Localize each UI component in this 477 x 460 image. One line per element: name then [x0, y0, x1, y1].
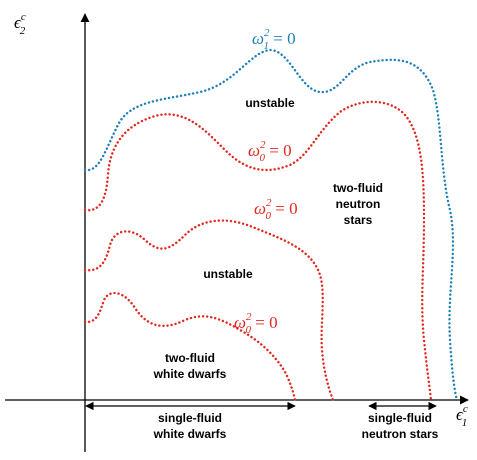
sup: 2 — [246, 311, 252, 323]
sub: 0 — [266, 210, 272, 222]
curve-red-2 — [83, 219, 335, 402]
region-label: unstable — [245, 96, 295, 110]
symbol: ω — [254, 199, 266, 218]
range-label: single-fluid — [158, 411, 222, 425]
region-label: unstable — [203, 267, 253, 281]
sub: 1 — [264, 40, 270, 52]
region-label: two-fluid — [165, 351, 215, 365]
curve-label: ω2 1 = 0 — [252, 27, 296, 52]
region-label: white dwarfs — [153, 367, 227, 381]
curve-label: ω2 0 = 0 — [254, 197, 298, 222]
symbol: ω — [234, 313, 246, 332]
range-label: single-fluid — [368, 411, 432, 425]
sub: 0 — [246, 324, 252, 336]
region-label: stars — [344, 213, 373, 227]
rest: = 0 — [265, 141, 292, 160]
curve-red-1 — [83, 100, 433, 402]
symbol: ω — [252, 29, 264, 48]
curve-label: ω2 0 = 0 — [234, 311, 278, 336]
region-label: neutron — [336, 197, 381, 211]
sup: 2 — [260, 139, 266, 151]
sup: 2 — [266, 197, 272, 209]
rest: = 0 — [271, 199, 298, 218]
sup: 2 — [264, 27, 270, 39]
range-label: neutron stars — [362, 427, 439, 441]
sub: 0 — [260, 152, 266, 164]
rest: = 0 — [269, 29, 296, 48]
y-axis-label: ϵc 2 — [14, 11, 26, 37]
rest: = 0 — [251, 313, 278, 332]
region-label: two-fluid — [333, 181, 383, 195]
curve-red-3 — [83, 291, 297, 402]
symbol: ω — [248, 141, 260, 160]
x-axis-label: ϵc 1 — [456, 403, 468, 429]
curve-label: ω2 0 = 0 — [248, 139, 292, 164]
range-label: white dwarfs — [153, 427, 227, 441]
